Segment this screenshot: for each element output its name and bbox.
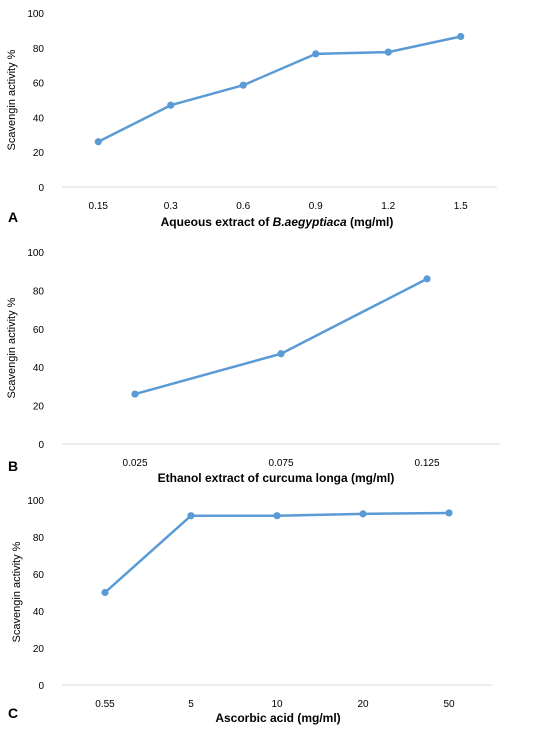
- data-point: [384, 48, 392, 56]
- data-point: [167, 101, 175, 109]
- y-tick-label: 100: [27, 496, 44, 507]
- y-tick-label: 40: [33, 363, 45, 374]
- y-tick-label: 0: [38, 183, 44, 194]
- data-point: [101, 588, 109, 597]
- data-point: [457, 32, 465, 41]
- x-tick-label: 5: [188, 699, 194, 710]
- y-axis-label: Scavengin activity %: [6, 297, 18, 398]
- data-point: [423, 275, 431, 283]
- x-tick-label: 0.15: [89, 201, 109, 212]
- x-axis-label-part: Aqueous extract of: [161, 215, 273, 229]
- x-tick-label: 0.025: [122, 458, 147, 469]
- x-axis-label-part: Ethanol extract of curcuma longa (mg/ml): [158, 471, 395, 485]
- x-axis-label: Aqueous extract of B.aegyptiaca (mg/ml): [161, 215, 394, 229]
- y-tick-label: 60: [33, 79, 45, 90]
- panel-label: A: [8, 209, 18, 225]
- y-tick-label: 100: [27, 248, 44, 259]
- x-axis-label: Ethanol extract of curcuma longa (mg/ml): [158, 471, 395, 485]
- series-line: [104, 511, 450, 594]
- y-tick-label: 20: [33, 644, 45, 655]
- x-tick-label: 0.9: [309, 201, 323, 212]
- x-axis-label-part: Ascorbic acid (mg/ml): [215, 711, 340, 725]
- series-line: [97, 35, 462, 143]
- y-tick-label: 20: [33, 402, 45, 413]
- chart-c: 0 20 40 60 80 100 0.55 5 10 20 50 Scavengin activit…: [8, 496, 492, 725]
- y-tick-label: 80: [33, 44, 45, 55]
- x-tick-label: 0.55: [95, 699, 115, 710]
- y-tick-label: 80: [33, 533, 45, 544]
- data-point: [273, 512, 281, 520]
- y-axis-label: Scavengin activity %: [11, 541, 23, 642]
- x-tick-label: 10: [271, 699, 283, 710]
- y-tick-label: 0: [38, 440, 44, 451]
- panel-label: C: [8, 705, 18, 721]
- y-tick-label: 40: [33, 607, 45, 618]
- data-point: [312, 50, 320, 58]
- y-tick-label: 40: [33, 113, 45, 124]
- data-point: [131, 390, 139, 398]
- x-tick-label: 1.5: [454, 201, 468, 212]
- x-tick-label: 0.3: [164, 201, 178, 212]
- x-tick-label: 0.075: [268, 458, 293, 469]
- x-tick-label: 0.125: [414, 458, 439, 469]
- x-tick-label: 50: [443, 699, 455, 710]
- y-tick-label: 60: [33, 570, 45, 581]
- data-point: [359, 510, 367, 518]
- y-tick-label: 60: [33, 325, 45, 336]
- data-point: [187, 512, 195, 520]
- y-axis-label: Scavengin activity %: [6, 49, 18, 150]
- chart-b: 0 20 40 60 80 100 0.025 0.075 0.125 Scavengin act…: [6, 248, 500, 485]
- x-tick-label: 20: [357, 699, 369, 710]
- y-tick-label: 0: [38, 681, 44, 692]
- chart-a: 0 20 40 60 80 100 0.15 0.3 0.6 0.9 1.2 1.5 Scavengin…: [6, 9, 497, 229]
- y-tick-label: 20: [33, 148, 45, 159]
- x-tick-label: 0.6: [236, 201, 250, 212]
- data-point: [94, 138, 102, 146]
- data-point: [445, 509, 453, 517]
- y-tick-label: 80: [33, 286, 45, 297]
- x-axis-label: Ascorbic acid (mg/ml): [215, 711, 340, 725]
- data-point: [239, 81, 247, 89]
- x-axis-label-part: (mg/ml): [347, 215, 394, 229]
- y-tick-label: 100: [27, 9, 44, 20]
- x-tick-label: 1.2: [381, 201, 395, 212]
- x-axis-label-part: B.aegyptiaca: [273, 215, 347, 229]
- panel-label: B: [8, 458, 18, 474]
- data-point: [277, 350, 285, 358]
- series-line: [134, 277, 428, 396]
